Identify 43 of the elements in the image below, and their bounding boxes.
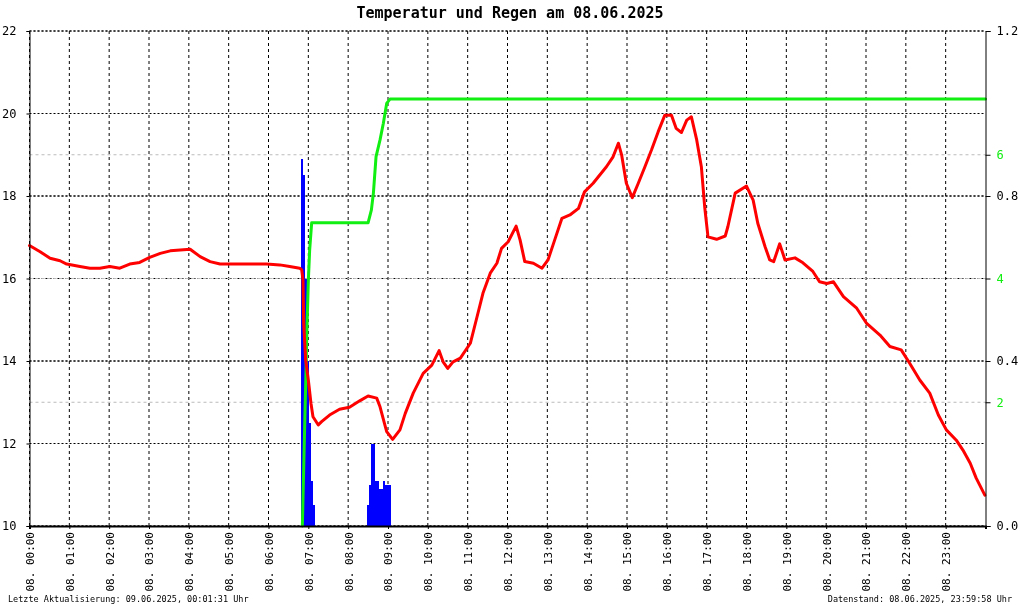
- x-tick-label: 08. 07:00: [302, 532, 316, 592]
- x-tick-label: 08. 15:00: [621, 532, 635, 592]
- x-tick-label: 08. 23:00: [940, 532, 954, 592]
- x-tick-label: 08. 09:00: [382, 532, 396, 592]
- chart-title: Temperatur und Regen am 08.06.2025: [356, 4, 664, 22]
- x-tick-label: 08. 01:00: [63, 532, 77, 592]
- x-tick-label: 08. 02:00: [103, 532, 117, 592]
- y-tick-label: 22: [2, 24, 17, 39]
- x-tick-label: 08. 06:00: [262, 532, 276, 592]
- text: Letzte Aktualisierung: 09.06.2025, 00:01:31 Uhr: [8, 594, 249, 604]
- y2-tick-label: 0.4: [996, 354, 1019, 369]
- y-tick-label: 14: [2, 354, 17, 369]
- y3-tick-label: 4: [996, 271, 1004, 286]
- y3-tick-label: 6: [996, 148, 1004, 163]
- y-tick-label: 16: [2, 271, 17, 286]
- x-tick-label: 08. 22:00: [900, 532, 914, 592]
- y-tick-label: 12: [2, 436, 17, 451]
- x-tick-label: 08. 17:00: [701, 532, 715, 592]
- line-series: [300, 97, 987, 528]
- y2-tick-label: 0.8: [996, 189, 1019, 204]
- y-tick-label: 10: [2, 519, 17, 534]
- x-tick-label: 08. 14:00: [581, 532, 595, 592]
- x-tick-label: 08. 12:00: [501, 532, 515, 592]
- x-tick-label: 08. 04:00: [183, 532, 197, 592]
- y-tick-label: 20: [2, 106, 17, 121]
- x-tick-label: 08. 08:00: [342, 532, 356, 592]
- x-tick-label: 08. 21:00: [860, 532, 874, 592]
- y2-tick-label: 0.0: [996, 519, 1019, 534]
- y2-tick-label: 1.2: [996, 24, 1019, 39]
- x-tick-label: 08. 11:00: [462, 532, 476, 592]
- line-series: [28, 113, 987, 497]
- x-tick-label: 08. 13:00: [541, 532, 555, 592]
- x-tick-label: 08. 10:00: [422, 532, 436, 592]
- x-tick-label: 08. 05:00: [223, 532, 237, 592]
- x-tick-label: 08. 19:00: [780, 532, 794, 592]
- x-tick-label: 08. 18:00: [740, 532, 754, 592]
- y3-tick-label: 2: [996, 395, 1004, 410]
- x-tick-label: 08. 20:00: [820, 532, 834, 592]
- y-tick-label: 18: [2, 189, 17, 204]
- x-tick-label: 08. 03:00: [143, 532, 157, 592]
- x-tick-label: 08. 00:00: [23, 532, 37, 592]
- text: Datenstand: 08.06.2025, 23:59:58 Uhr: [827, 594, 1012, 604]
- x-tick-label: 08. 16:00: [661, 532, 675, 592]
